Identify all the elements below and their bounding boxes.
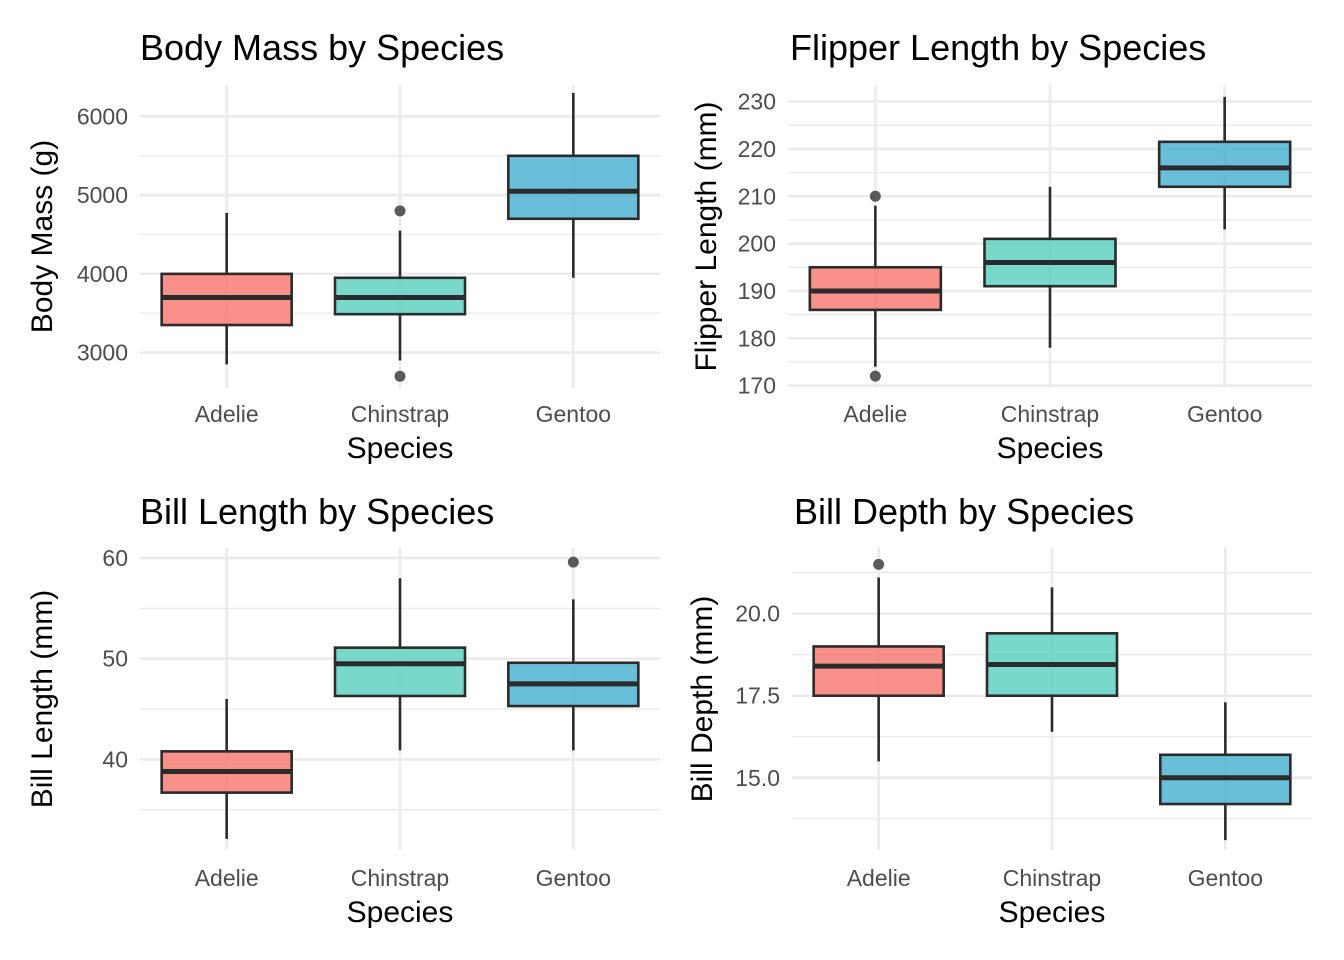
x-tick-label: Gentoo bbox=[536, 401, 611, 427]
panel-body-mass: 3000 4000 5000 6000 Adelie Chinstrap Gentoo B… bbox=[26, 27, 660, 465]
box-chinstrap bbox=[985, 587, 1119, 732]
x-axis-label: Species bbox=[999, 896, 1106, 929]
box-gentoo bbox=[1159, 702, 1292, 841]
iqr-box bbox=[812, 645, 945, 698]
y-tick-label: 220 bbox=[738, 136, 776, 162]
y-tick-label: 200 bbox=[738, 231, 776, 257]
x-ticks: Adelie Chinstrap Gentoo bbox=[843, 401, 1262, 427]
iqr-box bbox=[333, 646, 467, 698]
outlier-point bbox=[394, 205, 406, 217]
box-gentoo bbox=[507, 556, 640, 751]
box-gentoo bbox=[1157, 96, 1292, 230]
y-axis-label: Flipper Length (mm) bbox=[690, 101, 723, 371]
y-axis-label: Bill Length (mm) bbox=[26, 590, 59, 808]
panel-bill-length: 40 50 60 Adelie Chinstrap Gentoo Bill Length… bbox=[26, 491, 660, 929]
iqr-box bbox=[1157, 140, 1292, 189]
y-tick-label: 6000 bbox=[77, 103, 128, 129]
y-tick-label: 15.0 bbox=[735, 765, 780, 791]
panel-bill-depth: 15.0 17.5 20.0 Adelie Chinstrap Gentoo Bill … bbox=[686, 491, 1312, 929]
box-adelie bbox=[160, 699, 293, 839]
y-axis-label: Body Mass (g) bbox=[26, 140, 59, 333]
y-tick-label: 3000 bbox=[77, 340, 128, 366]
box-adelie bbox=[812, 558, 945, 762]
y-tick-label: 230 bbox=[738, 89, 776, 115]
box-adelie bbox=[160, 212, 293, 365]
box-chinstrap bbox=[983, 186, 1117, 348]
y-tick-label: 180 bbox=[738, 325, 776, 351]
y-tick-label: 20.0 bbox=[735, 601, 780, 627]
x-tick-label: Chinstrap bbox=[351, 865, 449, 891]
x-tick-label: Chinstrap bbox=[1003, 865, 1101, 891]
x-ticks: Adelie Chinstrap Gentoo bbox=[195, 401, 611, 427]
x-tick-label: Chinstrap bbox=[351, 401, 449, 427]
outlier-point bbox=[873, 558, 885, 570]
x-tick-label: Gentoo bbox=[1188, 865, 1263, 891]
iqr-box bbox=[507, 154, 640, 221]
x-ticks: Adelie Chinstrap Gentoo bbox=[195, 865, 611, 891]
y-tick-label: 60 bbox=[102, 545, 128, 571]
outlier-point bbox=[394, 370, 406, 382]
x-tick-label: Gentoo bbox=[1187, 401, 1262, 427]
boxes bbox=[160, 92, 640, 382]
boxes bbox=[808, 96, 1292, 382]
panel-flipper-length: 170 180 190 200 210 220 230 Adelie Chinstrap Gen… bbox=[690, 27, 1312, 465]
panel-title: Body Mass by Species bbox=[140, 27, 504, 68]
y-tick-label: 170 bbox=[738, 373, 776, 399]
boxes bbox=[812, 558, 1292, 841]
x-tick-label: Chinstrap bbox=[1001, 401, 1099, 427]
panel-title: Bill Depth by Species bbox=[794, 491, 1134, 532]
y-tick-label: 4000 bbox=[77, 261, 128, 287]
x-ticks: Adelie Chinstrap Gentoo bbox=[847, 865, 1263, 891]
y-ticks: 170 180 190 200 210 220 230 bbox=[738, 89, 776, 399]
outlier-point bbox=[869, 190, 881, 202]
x-tick-label: Gentoo bbox=[536, 865, 611, 891]
x-axis-label: Species bbox=[997, 432, 1104, 465]
panel-title: Flipper Length by Species bbox=[790, 27, 1206, 68]
y-tick-label: 17.5 bbox=[735, 683, 780, 709]
y-ticks: 3000 4000 5000 6000 bbox=[77, 103, 128, 365]
y-tick-label: 210 bbox=[738, 183, 776, 209]
box-gentoo bbox=[507, 92, 640, 278]
x-tick-label: Adelie bbox=[847, 865, 911, 891]
outlier-point bbox=[869, 370, 881, 382]
boxes bbox=[160, 556, 640, 839]
y-tick-label: 40 bbox=[102, 746, 128, 772]
y-tick-label: 50 bbox=[102, 646, 128, 672]
y-axis-label: Bill Depth (mm) bbox=[686, 596, 719, 803]
x-tick-label: Adelie bbox=[195, 401, 259, 427]
box-adelie bbox=[808, 190, 943, 382]
box-chinstrap bbox=[333, 578, 467, 751]
x-tick-label: Adelie bbox=[195, 865, 259, 891]
y-ticks: 15.0 17.5 20.0 bbox=[735, 601, 780, 791]
x-axis-label: Species bbox=[347, 432, 454, 465]
panel-title: Bill Length by Species bbox=[140, 491, 494, 532]
y-tick-label: 190 bbox=[738, 278, 776, 304]
x-axis-label: Species bbox=[347, 896, 454, 929]
outlier-point bbox=[567, 556, 579, 568]
box-chinstrap bbox=[333, 205, 467, 382]
x-tick-label: Adelie bbox=[843, 401, 907, 427]
y-tick-label: 5000 bbox=[77, 182, 128, 208]
y-ticks: 40 50 60 bbox=[102, 545, 128, 772]
